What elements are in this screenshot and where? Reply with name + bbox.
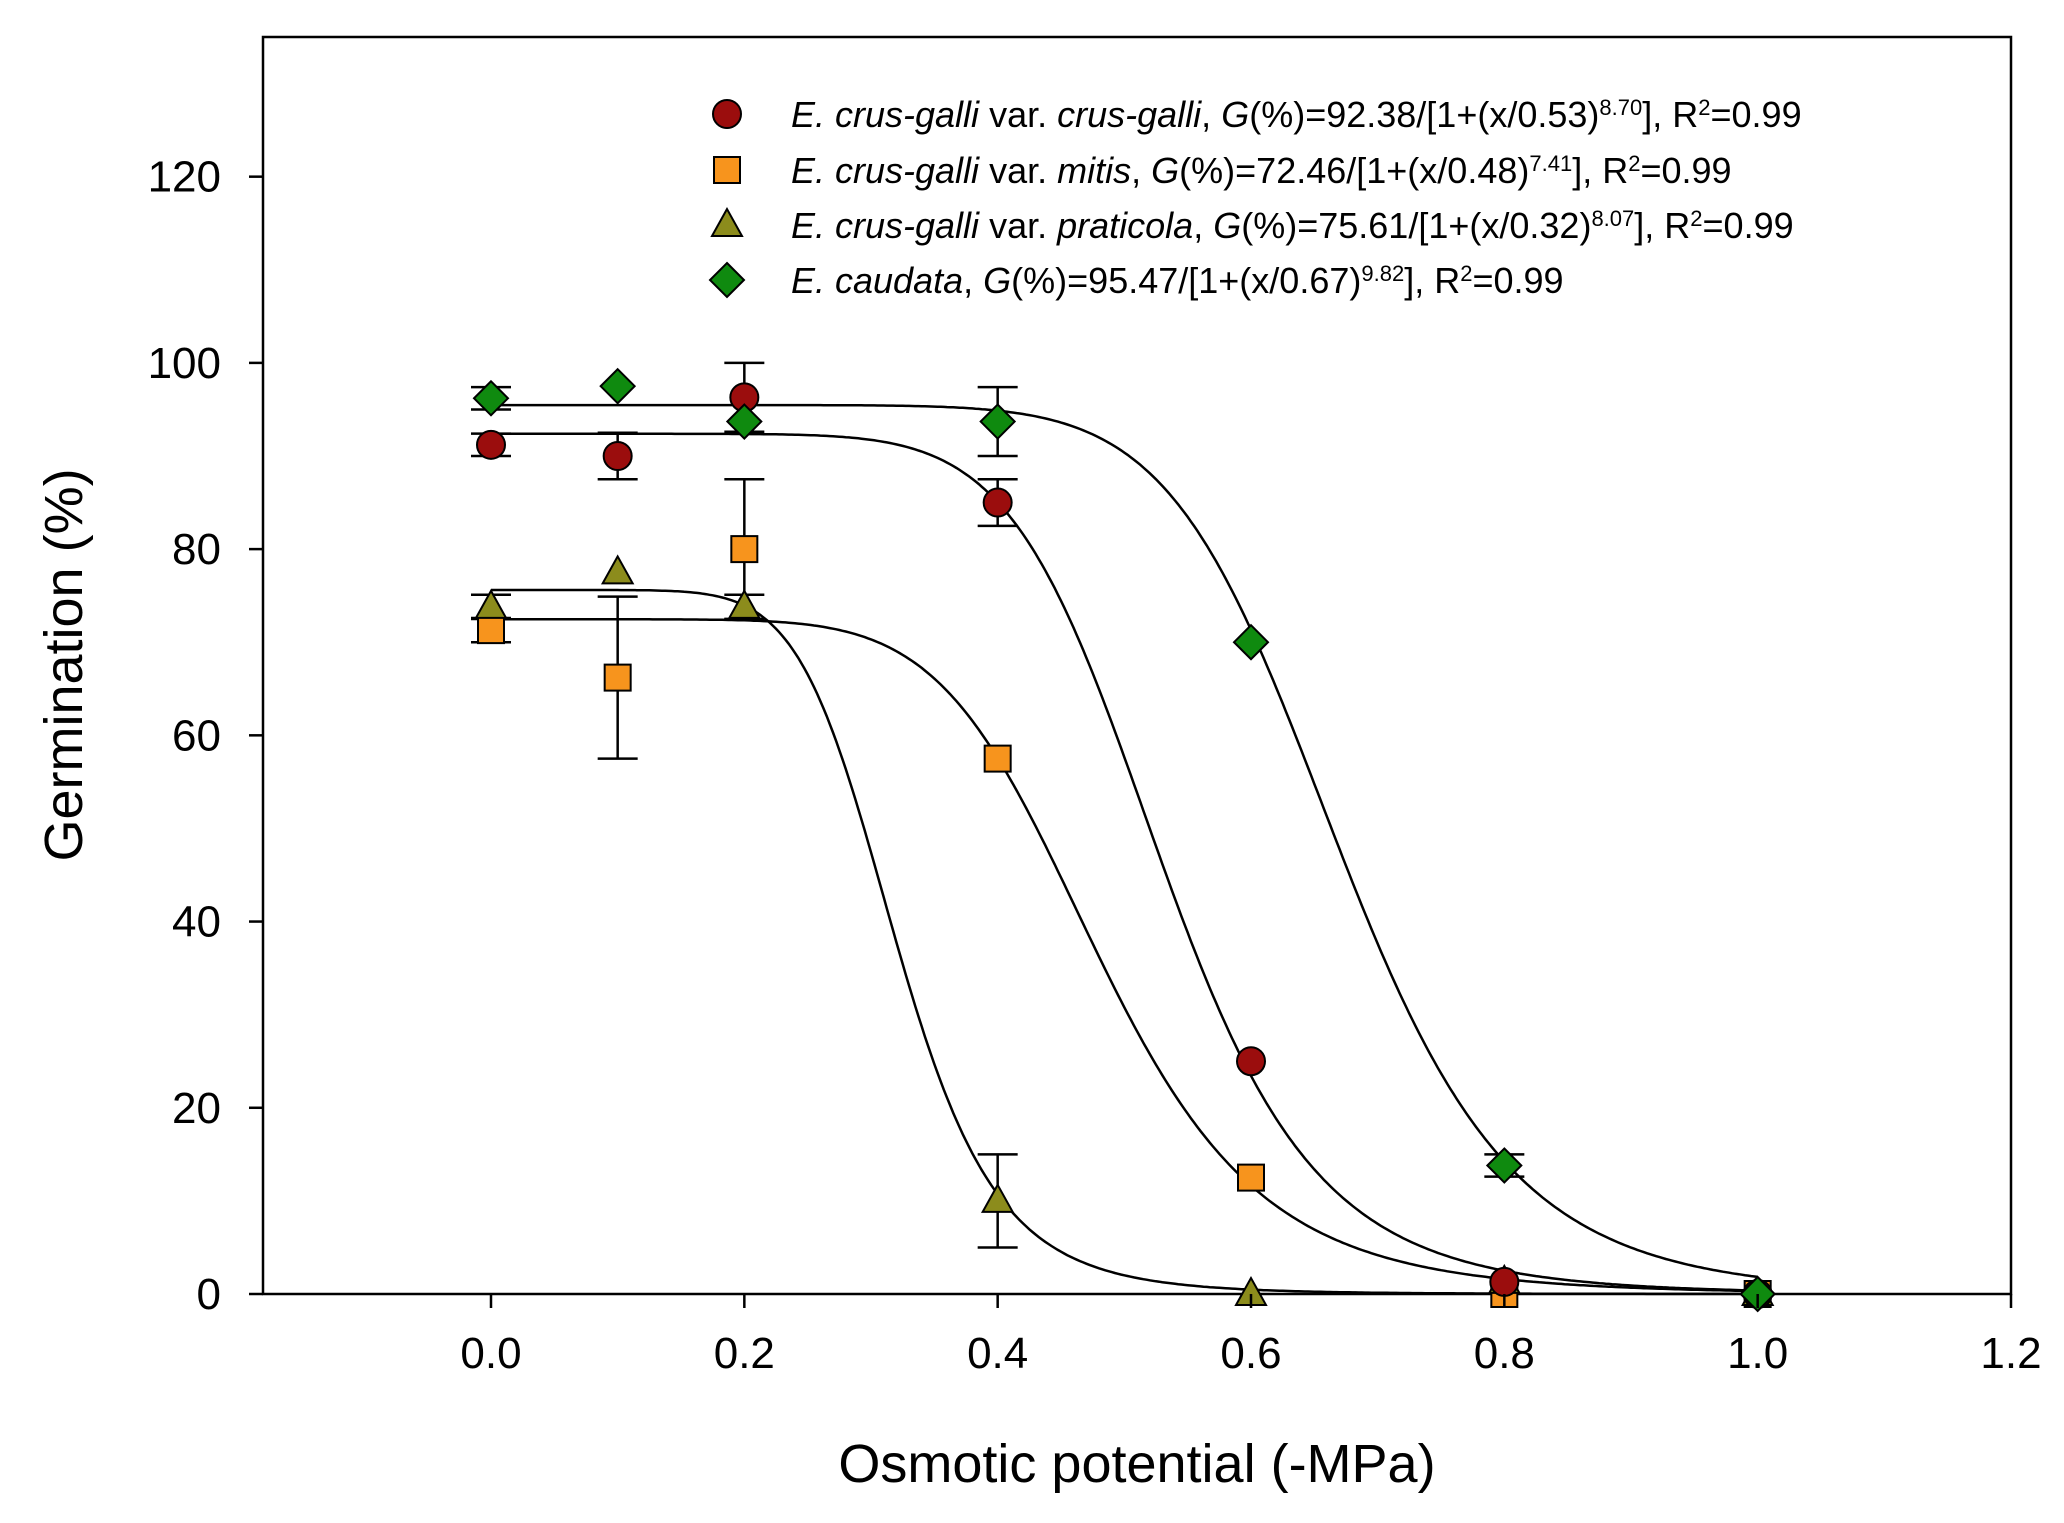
data-point-diamond [599, 367, 637, 405]
legend-r2-val: =0.99 [1711, 94, 1802, 135]
legend-separator: , [1193, 205, 1213, 246]
y-tick-label: 80 [172, 525, 221, 574]
legend-separator: , [963, 260, 983, 301]
x-axis: 0.0 0.2 0.4 0.6 0.8 1.0 1.2 [460, 1294, 2042, 1378]
x-tick-label: 0.4 [967, 1329, 1028, 1378]
legend-species: E. caudata [791, 260, 963, 301]
legend-entry-text: E. crus-galli var. mitis, G(%)=72.46/[1+… [791, 150, 1732, 191]
fit-curve-1 [491, 432, 1758, 1292]
plot-area-frame [261, 35, 2013, 1296]
legend-formula-post: ], R [1572, 150, 1628, 191]
legend-entry-text: E. caudata, G(%)=95.47/[1+(x/0.67)9.82],… [791, 260, 1564, 301]
legend-formula-pre: (%)=95.47/[1+(x/0.67) [1011, 260, 1361, 301]
x-tick-label: 1.2 [1980, 1329, 2041, 1378]
legend-var-word: var. [989, 94, 1047, 135]
legend-var-word: var. [989, 205, 1047, 246]
legend-exponent: 9.82 [1361, 261, 1404, 286]
data-point-diamond [472, 379, 510, 417]
legend-r2-val: =0.99 [1640, 150, 1731, 191]
legend-separator: , [1201, 94, 1221, 135]
data-point-circle [602, 441, 633, 471]
legend-species: E. crus-galli [791, 150, 980, 191]
legend-separator: G [1221, 94, 1249, 135]
legend-entry-text: E. crus-galli var. crus-galli, G(%)=92.3… [791, 94, 1802, 135]
x-tick-label: 0.2 [714, 1329, 775, 1378]
legend-exponent: 8.70 [1599, 95, 1642, 120]
y-axis-title: Germination (%) [34, 468, 94, 861]
x-tick-label: 0.0 [460, 1329, 521, 1378]
x-tick-label: 0.8 [1474, 1329, 1535, 1378]
legend-variety: praticola [1056, 205, 1193, 246]
x-tick-label: 0.6 [1220, 1329, 1281, 1378]
legend-r2-sup: 2 [1460, 261, 1472, 286]
legend-separator [979, 150, 989, 191]
legend-separator: G [1151, 150, 1179, 191]
legend-marker-circle [712, 99, 742, 129]
legend: E. crus-galli var. crus-galli, G(%)=92.3… [708, 94, 1802, 301]
fit-curves [491, 403, 1758, 1296]
data-point-circle [1236, 1046, 1266, 1077]
x-axis-title: Osmotic potential (-MPa) [838, 1434, 1435, 1494]
data-point-square [730, 535, 759, 564]
data-point-triangle [980, 1182, 1015, 1213]
legend-r2-sup: 2 [1690, 206, 1702, 231]
legend-species: E. crus-galli [791, 94, 980, 135]
data-point-circle [476, 429, 506, 460]
data-point-diamond [725, 403, 763, 440]
legend-exponent: 8.07 [1591, 206, 1634, 231]
legend-variety: mitis [1057, 150, 1131, 191]
data-point-diamond [1485, 1147, 1523, 1184]
legend-r2-val: =0.99 [1703, 205, 1794, 246]
legend-entry-text: E. crus-galli var. praticola, G(%)=75.61… [791, 205, 1794, 246]
legend-separator: G [1213, 205, 1241, 246]
legend-separator [1047, 150, 1057, 191]
legend-separator [1047, 205, 1057, 246]
legend-r2-sup: 2 [1628, 151, 1640, 176]
data-point-diamond [979, 403, 1017, 440]
y-tick-label: 0 [197, 1270, 221, 1319]
data-point-triangle [474, 588, 508, 619]
y-tick-label: 40 [172, 898, 221, 947]
legend-species: E. crus-galli [791, 205, 980, 246]
legend-separator: G [983, 260, 1011, 301]
data-markers [472, 367, 1777, 1313]
y-tick-label: 120 [148, 153, 221, 202]
data-point-square [603, 663, 632, 692]
legend-exponent: 7.41 [1529, 151, 1572, 176]
legend-separator [1047, 94, 1057, 135]
legend-formula-pre: (%)=75.61/[1+(x/0.32) [1241, 205, 1591, 246]
legend-separator [979, 94, 989, 135]
legend-formula-post: ], R [1634, 205, 1690, 246]
legend-marker-triangle [710, 206, 744, 237]
y-axis: 0 20 40 60 80 100 120 [148, 153, 263, 1319]
data-point-triangle [600, 554, 635, 585]
legend-separator: , [1131, 150, 1151, 191]
fit-curve-2 [491, 618, 1758, 1293]
data-point-triangle [727, 588, 762, 619]
data-point-square [1237, 1163, 1265, 1192]
data-point-circle [982, 487, 1013, 518]
legend-formula-pre: (%)=92.38/[1+(x/0.53) [1249, 94, 1599, 135]
legend-separator [979, 205, 989, 246]
legend-r2-sup: 2 [1698, 95, 1710, 120]
data-point-circle [1489, 1266, 1520, 1297]
legend-marker-diamond [708, 261, 746, 299]
legend-variety: crus-galli [1057, 94, 1202, 135]
y-tick-label: 60 [172, 711, 221, 760]
data-point-diamond [1232, 623, 1270, 661]
y-tick-label: 100 [148, 339, 221, 388]
legend-formula-pre: (%)=72.46/[1+(x/0.48) [1179, 150, 1529, 191]
legend-marker-square [713, 156, 741, 184]
data-point-square [983, 744, 1012, 773]
legend-formula-post: ], R [1404, 260, 1460, 301]
x-tick-label: 1.0 [1727, 1329, 1788, 1378]
legend-formula-post: ], R [1642, 94, 1698, 135]
fit-curve-4 [491, 403, 1758, 1279]
fit-curve-3 [491, 588, 1758, 1296]
legend-var-word: var. [989, 150, 1047, 191]
y-tick-label: 20 [172, 1084, 221, 1133]
data-point-square [477, 616, 505, 645]
legend-r2-val: =0.99 [1472, 260, 1563, 301]
